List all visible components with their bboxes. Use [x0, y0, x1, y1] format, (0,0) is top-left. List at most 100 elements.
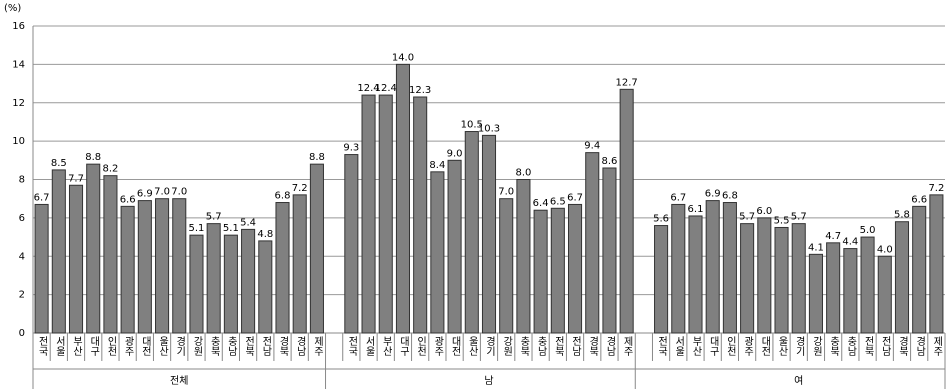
x-tick-label: 인천 [724, 336, 736, 356]
bar [206, 223, 221, 334]
bar [929, 194, 944, 334]
x-tick-label: 부산 [71, 336, 83, 356]
bar [688, 215, 703, 334]
bar [912, 205, 927, 334]
bar [619, 88, 634, 334]
bar [808, 253, 823, 334]
x-tick-label: 충북 [518, 336, 530, 357]
data-label: 4.7 [825, 231, 841, 242]
data-label: 4.8 [257, 229, 273, 240]
x-tick-label: 인천 [105, 336, 117, 356]
x-tick-label: 경기 [793, 335, 805, 357]
bar [223, 234, 238, 334]
y-tick-label: 12 [12, 98, 25, 109]
x-tick-label: 전북 [552, 336, 564, 357]
x-tick-label: 전국 [36, 336, 48, 357]
data-label: 12.3 [409, 85, 431, 96]
data-label: 8.4 [429, 160, 445, 171]
x-tick-label: 대전 [759, 336, 771, 356]
bar [774, 226, 789, 334]
y-tick-label: 10 [12, 136, 25, 147]
data-label: 12.4 [357, 83, 379, 94]
data-label: 6.8 [275, 191, 291, 202]
data-label: 8.6 [601, 156, 617, 167]
data-label: 5.6 [653, 214, 669, 225]
data-label: 6.7 [670, 192, 686, 203]
data-label: 8.8 [85, 152, 101, 163]
x-tick-label: 광주 [742, 336, 754, 357]
bar [292, 194, 307, 334]
bar [877, 255, 892, 334]
unit-label: (%) [4, 3, 21, 14]
y-tick-label: 8 [19, 175, 25, 186]
x-tick-label: 전국 [656, 336, 668, 357]
x-tick-label: 전국 [346, 336, 358, 357]
bar [843, 248, 858, 334]
bar [654, 225, 669, 334]
bar [34, 203, 49, 334]
bar [51, 169, 66, 334]
bar [378, 94, 393, 334]
bar [533, 209, 548, 334]
y-tick-label: 16 [12, 21, 25, 32]
bar [309, 163, 324, 334]
bar [550, 207, 565, 334]
data-label: 6.5 [550, 196, 566, 207]
data-label: 5.4 [240, 217, 256, 228]
bar [705, 200, 720, 334]
data-label: 6.7 [567, 192, 583, 203]
bar [516, 179, 531, 334]
data-label: 7.0 [154, 187, 170, 198]
data-label: 10.3 [478, 123, 500, 134]
data-label: 5.1 [223, 223, 239, 234]
data-label: 8.2 [102, 164, 118, 175]
x-tick-label: 강원 [810, 336, 822, 356]
bar [585, 152, 600, 334]
x-tick-label: 제주 [621, 336, 633, 357]
bar [464, 131, 479, 334]
bar [241, 228, 256, 334]
x-tick-label: 대전 [449, 336, 461, 356]
x-tick-label: 경남 [914, 335, 926, 356]
x-tick-label: 충남 [845, 336, 857, 356]
data-label: 6.0 [756, 206, 772, 217]
bar [155, 198, 170, 334]
x-tick-label: 인천 [415, 336, 427, 356]
bar [395, 63, 411, 334]
bar [361, 94, 376, 334]
data-label: 6.9 [705, 189, 721, 200]
data-label: 6.4 [533, 198, 549, 209]
bar [258, 240, 273, 334]
data-label: 7.7 [68, 173, 84, 184]
bar [567, 203, 583, 334]
x-tick-label: 대구 [88, 336, 100, 357]
data-label: 5.1 [189, 223, 205, 234]
x-tick-label: 경북 [277, 335, 289, 357]
data-label: 6.1 [688, 204, 704, 215]
bar [189, 234, 204, 334]
data-label: 4.4 [842, 237, 858, 248]
bar [430, 171, 445, 334]
data-label: 8.8 [309, 152, 325, 163]
data-label: 10.5 [461, 120, 483, 131]
x-tick-label: 전북 [243, 336, 255, 357]
bar [860, 236, 875, 334]
data-label: 4.1 [808, 242, 824, 253]
data-label: 8.0 [515, 168, 531, 179]
bar [86, 163, 101, 334]
data-label: 6.7 [34, 192, 50, 203]
data-label: 7.0 [498, 187, 514, 198]
data-label: 4.0 [877, 244, 893, 255]
x-tick-label: 경남 [604, 335, 616, 356]
x-tick-label: 경북 [587, 335, 599, 357]
data-label: 5.7 [791, 212, 807, 223]
group-label: 남 [484, 375, 493, 387]
data-label: 14.0 [392, 52, 414, 63]
x-tick-label: 전남 [260, 336, 272, 356]
y-tick-label: 6 [19, 213, 25, 224]
group-label: 여 [794, 375, 803, 387]
x-tick-label: 제주 [311, 336, 323, 357]
x-tick-label: 전북 [862, 336, 874, 357]
bar [722, 202, 737, 334]
data-label: 12.4 [375, 83, 397, 94]
